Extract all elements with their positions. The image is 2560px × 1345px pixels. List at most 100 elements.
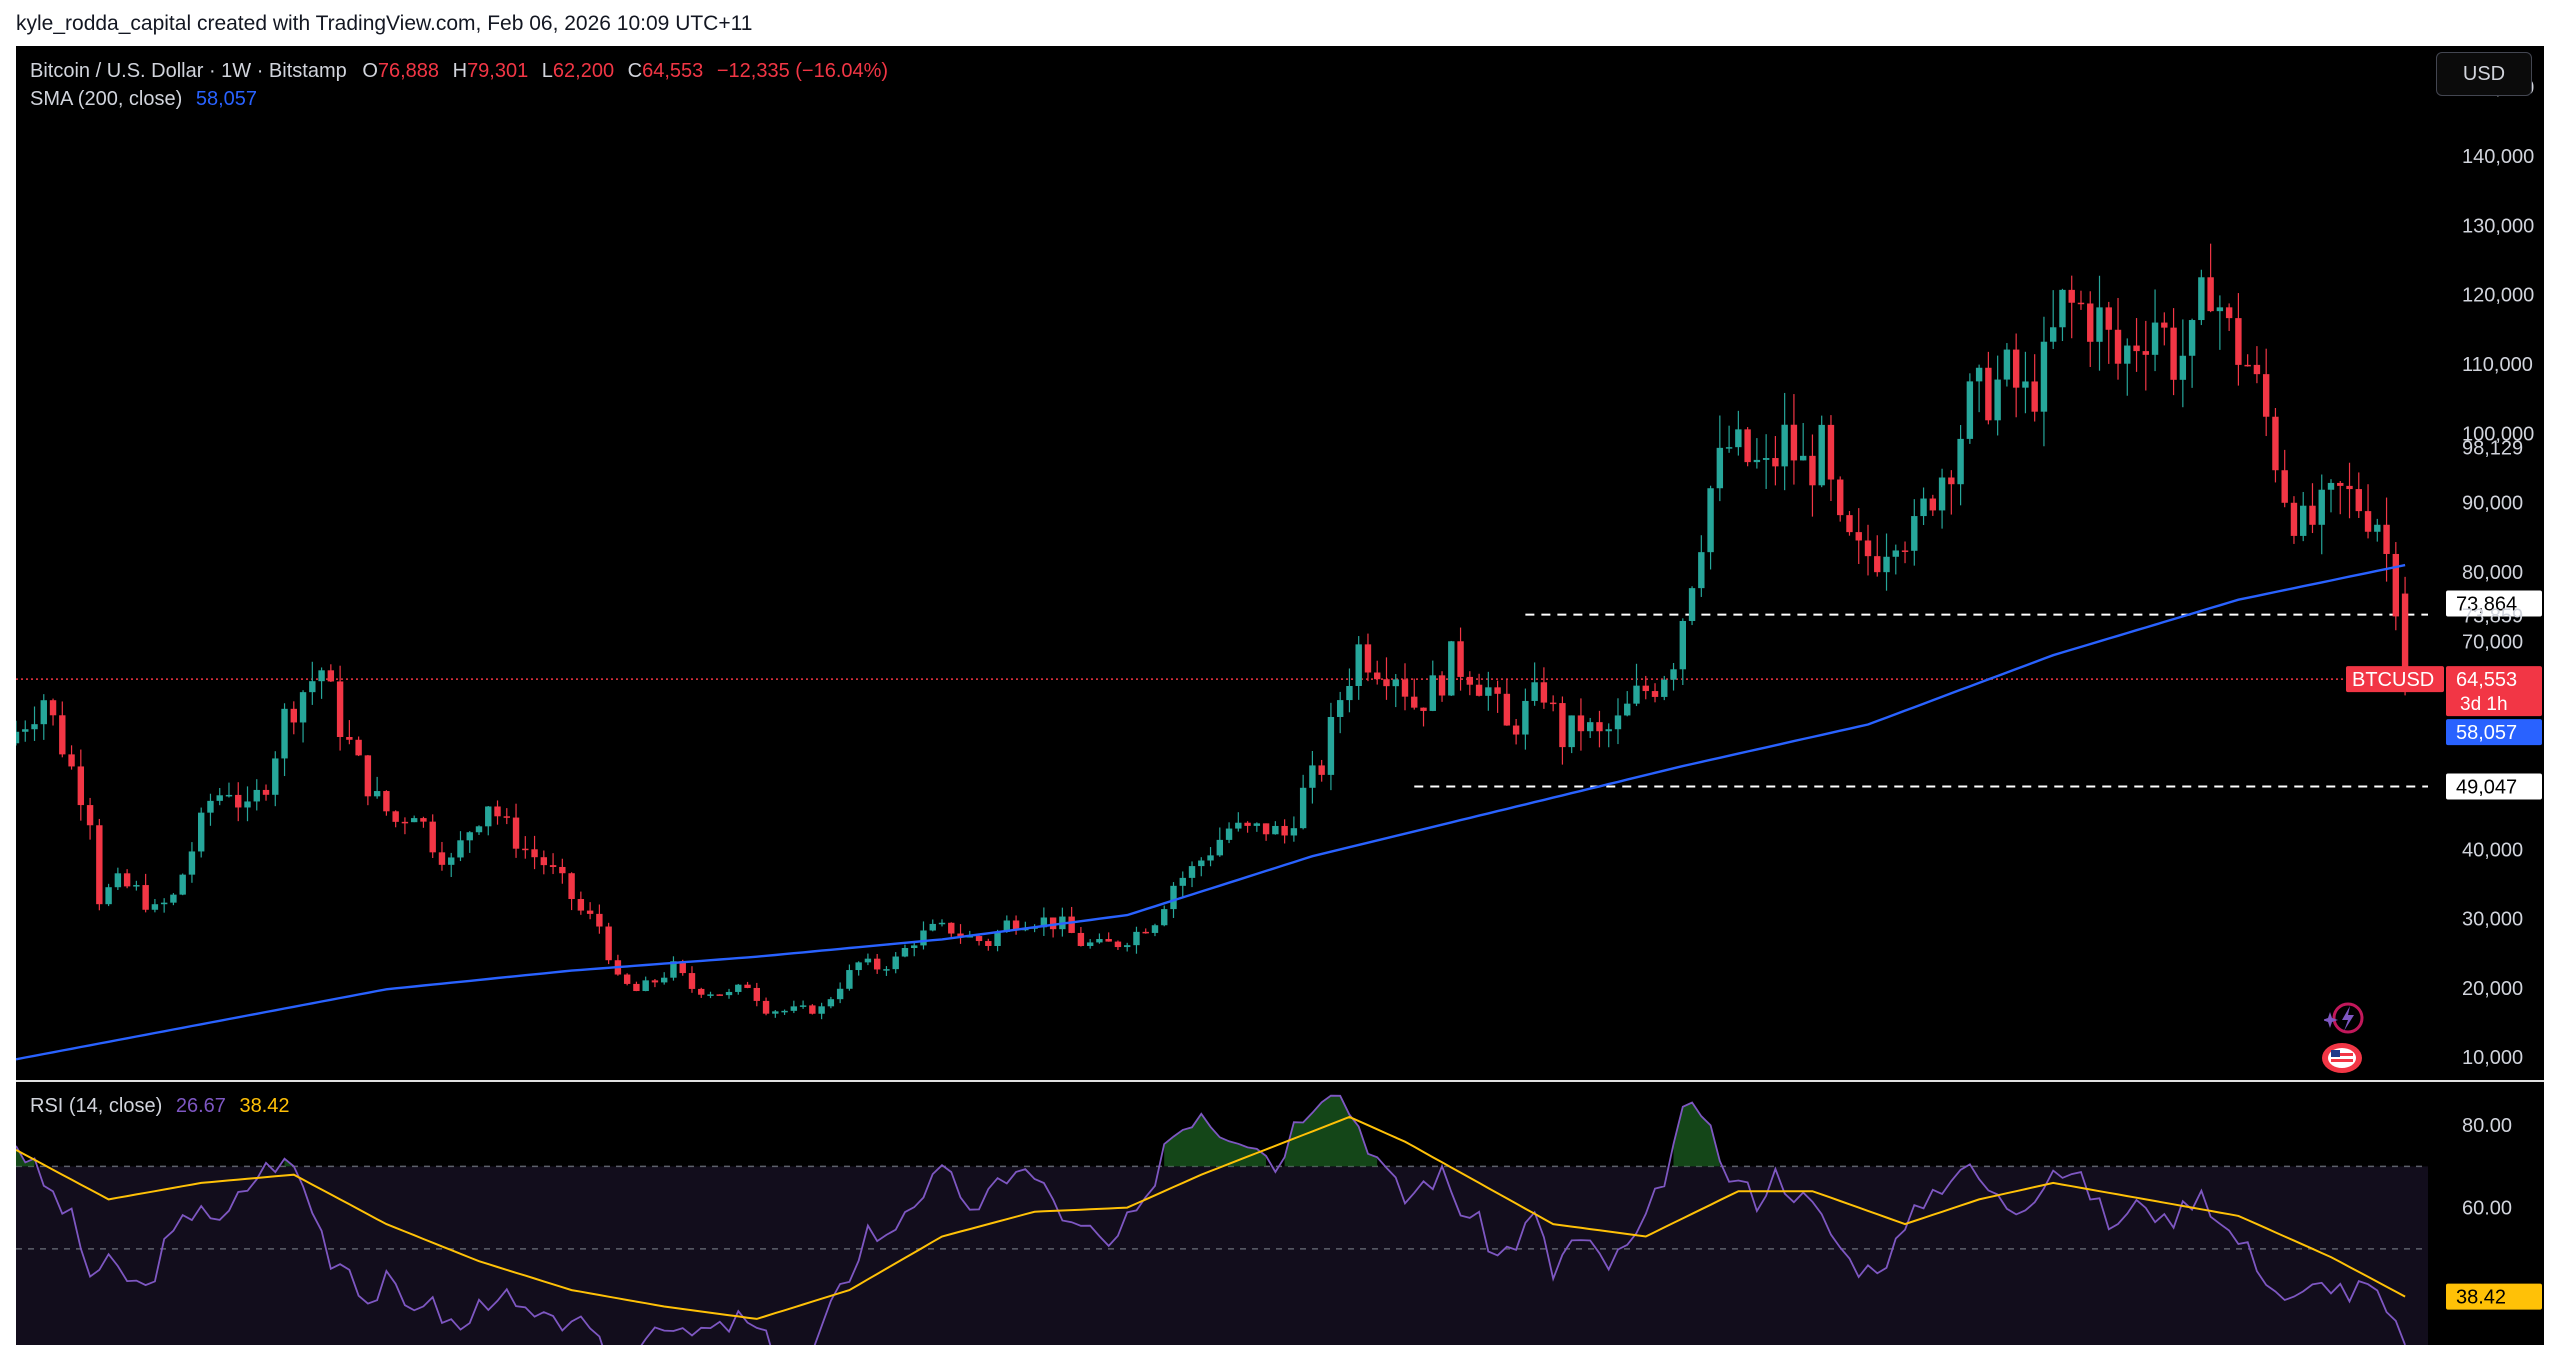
candle-body xyxy=(661,977,668,983)
candle-body xyxy=(290,708,297,723)
btcusd-label-bg xyxy=(2346,666,2444,693)
chart-canvas[interactable]: 10,000 20,000 30,000 40,000 70,000 80,000 90,0… xyxy=(16,46,2544,1345)
candle-body xyxy=(1874,556,1881,573)
currency-button[interactable]: USD xyxy=(2436,52,2532,96)
chart-frame: 10,000 20,000 30,000 40,000 70,000 80,000 90,0… xyxy=(16,46,2544,1345)
us-flag-icon[interactable] xyxy=(2318,1038,2366,1083)
candle-body xyxy=(1735,429,1742,448)
candle-body xyxy=(49,700,57,716)
candle-body xyxy=(225,794,233,797)
candle-body xyxy=(179,874,186,895)
candle-body xyxy=(448,857,455,865)
candle-body xyxy=(1448,641,1455,696)
candle-body xyxy=(1642,685,1649,692)
candle-body xyxy=(346,736,353,740)
chart-caption: kyle_rodda_capital created with TradingV… xyxy=(16,12,753,35)
countdown-label: 3d 1h xyxy=(2460,694,2508,715)
price-tick-label: 100,000 xyxy=(2462,423,2534,445)
candle-body xyxy=(559,866,566,874)
price-tick-label: 20,000 xyxy=(2462,978,2523,1000)
candle-body xyxy=(2355,489,2362,512)
candle-body xyxy=(1179,877,1186,886)
price-mark-98129: 98,129 xyxy=(2462,437,2523,459)
candle-body xyxy=(96,825,103,905)
candle-body xyxy=(512,817,520,849)
candle-body xyxy=(1864,540,1872,557)
candle-body xyxy=(1133,931,1140,946)
candle-body xyxy=(744,984,751,988)
candle-body xyxy=(364,755,372,797)
candle-body xyxy=(31,724,38,730)
rsi-ma-line xyxy=(16,1115,2406,1320)
candle-body xyxy=(1485,687,1492,696)
candle-body xyxy=(1457,641,1464,677)
pane-separator xyxy=(16,1080,2544,1082)
rsi-label: RSI (14, close) xyxy=(30,1095,163,1117)
candle-body xyxy=(429,821,436,853)
candle-body xyxy=(77,766,85,806)
candle-body xyxy=(1540,682,1548,703)
candle-body xyxy=(420,818,427,822)
candle-body xyxy=(2040,341,2048,412)
badge-73864-bg xyxy=(2446,590,2542,617)
support-price-badge-bg xyxy=(2446,773,2542,800)
candle-body xyxy=(1957,438,1964,485)
candle-body xyxy=(1522,700,1529,735)
candle-body xyxy=(1948,477,1955,485)
candle-body xyxy=(540,857,548,866)
candle-body xyxy=(438,852,446,865)
candle-body xyxy=(920,930,927,946)
candle-body xyxy=(2272,416,2279,471)
candle-body xyxy=(1892,550,1899,557)
candle-body xyxy=(401,821,409,824)
candle-body xyxy=(2114,329,2122,364)
candle-body xyxy=(1281,825,1288,836)
candle-body xyxy=(1707,488,1714,553)
open-label: O xyxy=(362,60,378,82)
candle-body xyxy=(772,1011,779,1014)
candle-body xyxy=(1744,429,1751,463)
candle-body xyxy=(2068,289,2075,303)
price-tick-label: 90,000 xyxy=(2462,493,2523,515)
candle-body xyxy=(623,974,631,984)
candle-body xyxy=(2087,303,2094,342)
rsi-legend[interactable]: RSI (14, close) 26.67 38.42 xyxy=(30,1095,290,1118)
candle-body xyxy=(1577,715,1585,732)
candle-body xyxy=(1327,716,1335,775)
candle-body xyxy=(1151,925,1159,933)
candle-body xyxy=(1161,909,1168,926)
price-tick-label: 10,000 xyxy=(2462,1047,2523,1069)
candle-body xyxy=(1966,381,1974,439)
candle-body xyxy=(1670,669,1677,680)
rsi-value: 26.67 xyxy=(175,1095,226,1117)
caption-bar: kyle_rodda_capital created with TradingV… xyxy=(0,0,2560,46)
candle-body xyxy=(1911,516,1918,551)
candle-body xyxy=(2059,289,2066,328)
candle-body xyxy=(975,936,983,942)
candle-body xyxy=(1235,822,1242,829)
open-value: 76,888 xyxy=(377,60,440,82)
price-tick-label: 110,000 xyxy=(2462,354,2533,376)
candle-body xyxy=(1355,644,1362,686)
lightning-sparkle-icon[interactable] xyxy=(2322,998,2368,1043)
candle-body xyxy=(938,922,946,925)
candle-body xyxy=(873,958,881,970)
candle-body xyxy=(642,980,649,992)
candle-body xyxy=(1772,458,1779,467)
candle-body xyxy=(244,801,251,808)
symbol-title[interactable]: Bitcoin / U.S. Dollar · 1W · Bitstamp xyxy=(30,60,347,82)
price-tick-label: 130,000 xyxy=(2462,215,2534,237)
candle-body xyxy=(466,832,473,841)
candle-body xyxy=(1003,920,1011,932)
candle-body xyxy=(1568,715,1575,748)
candle-body xyxy=(2318,489,2325,525)
candle-body xyxy=(1596,722,1603,732)
sma-legend[interactable]: SMA (200, close) 58,057 xyxy=(30,88,257,111)
candle-body xyxy=(1809,455,1816,486)
candle-body xyxy=(2105,307,2112,330)
candle-body xyxy=(1336,700,1344,717)
close-value: 64,553 xyxy=(642,60,704,82)
candle-body xyxy=(1827,424,1835,480)
candle-body xyxy=(2151,322,2159,355)
candle-body xyxy=(790,1006,798,1011)
